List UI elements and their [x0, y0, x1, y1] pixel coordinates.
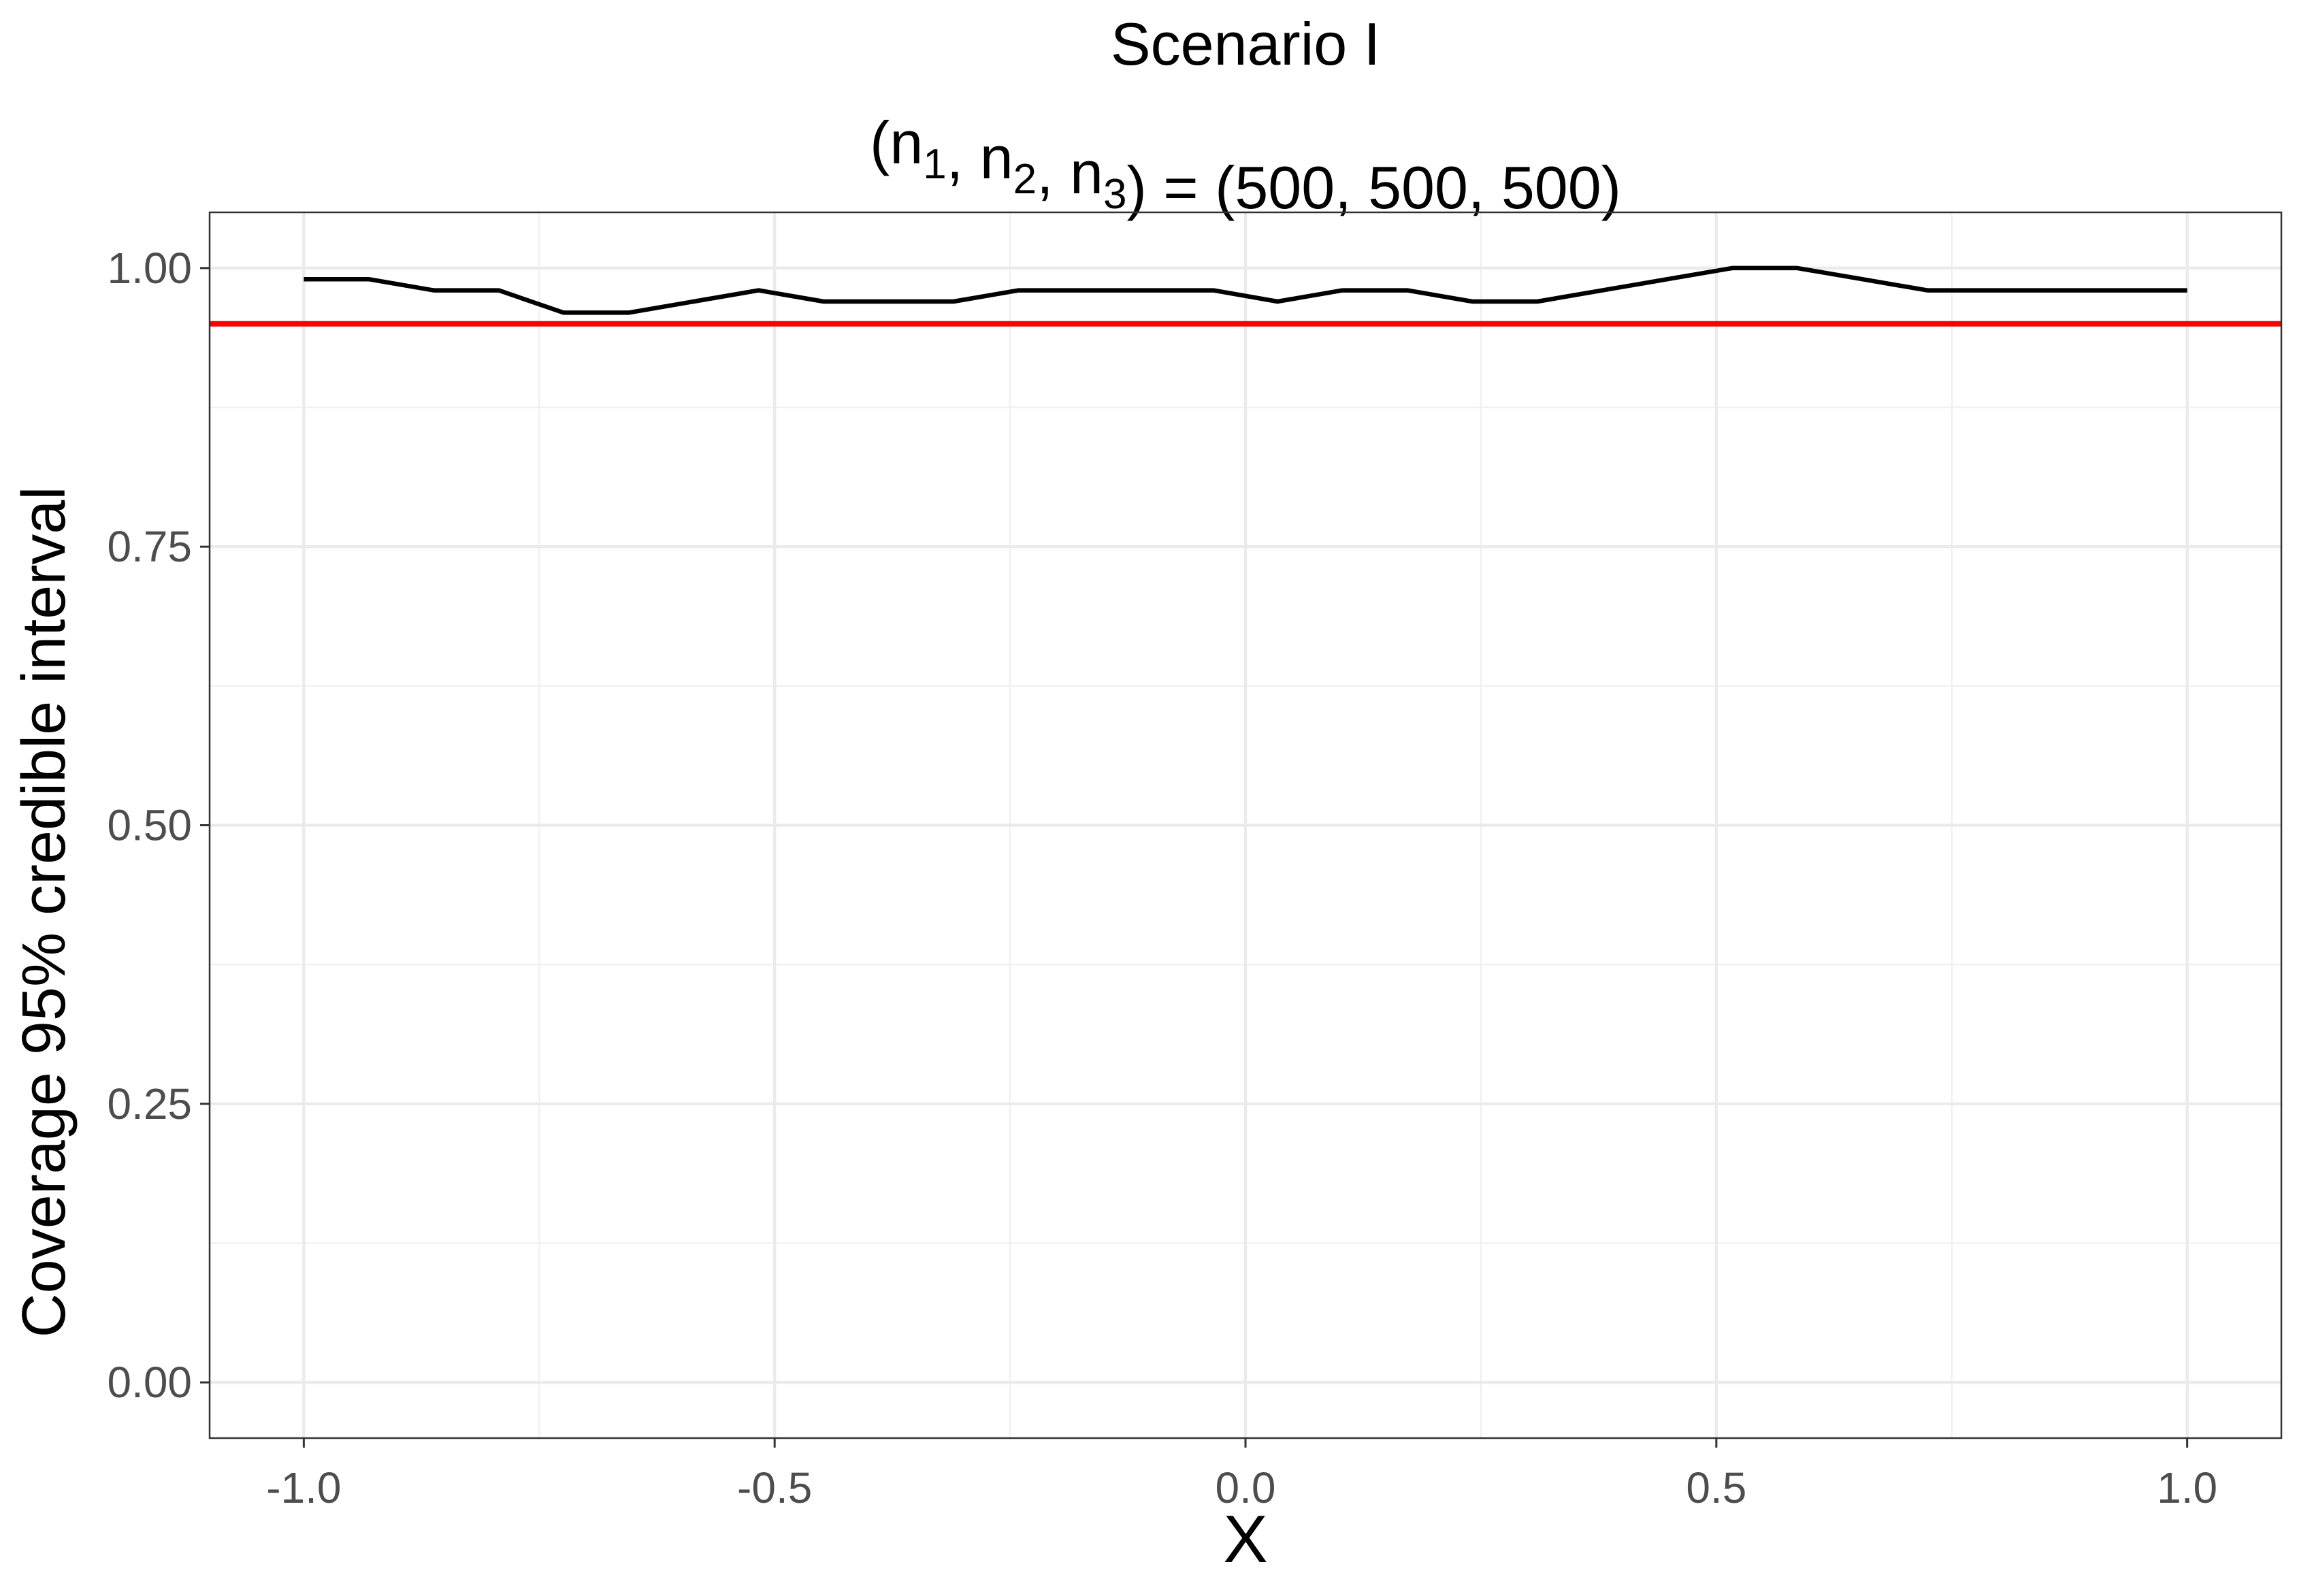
y-tick-label: 0.50	[107, 801, 192, 850]
chart-title: Scenario I	[1111, 10, 1380, 78]
x-tick-label: 1.0	[2157, 1463, 2217, 1512]
x-axis-label: X	[1223, 1501, 1267, 1576]
y-axis-label: Coverage 95% credible interval	[10, 487, 78, 1338]
y-tick-label: 0.25	[107, 1079, 192, 1128]
coverage-series-line	[304, 265, 2187, 315]
y-axis-ticks: 0.00 0.25 0.50 0.75 1.00	[107, 244, 210, 1407]
x-tick-label: -0.5	[737, 1463, 812, 1512]
x-tick-label: 0.5	[1686, 1463, 1746, 1512]
y-tick-label: 0.00	[107, 1358, 192, 1407]
x-tick-label: -1.0	[266, 1463, 341, 1512]
y-tick-label: 0.75	[107, 522, 192, 571]
major-gridlines	[210, 212, 2281, 1438]
x-axis-ticks: -1.0 -0.5 0.0 0.5 1.0	[266, 1438, 2217, 1512]
y-tick-label: 1.00	[107, 244, 192, 293]
chart-subtitle: (n1, n2, n3) = (500, 500, 500)	[870, 109, 1621, 221]
x-tick-label: 0.0	[1216, 1463, 1276, 1512]
